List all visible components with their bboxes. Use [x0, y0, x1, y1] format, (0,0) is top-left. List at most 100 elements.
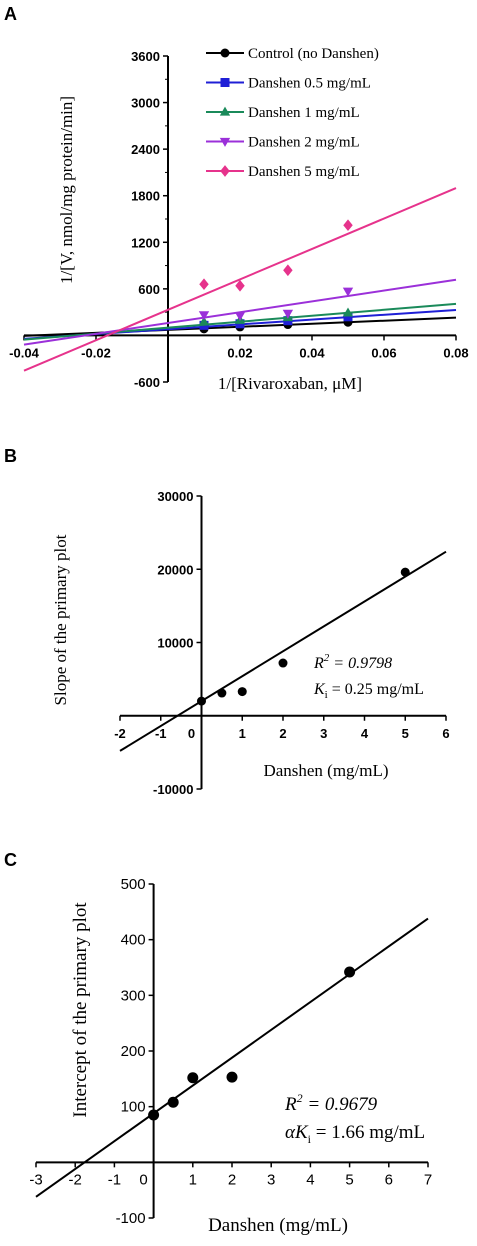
panel-b-chart: Slope of the primary plot Danshen (mg/mL… [51, 489, 450, 797]
panel-a-fit-line-danshen-5-mg-ml [23, 187, 457, 372]
panel-a-point-danshen-1-mg-ml [342, 307, 354, 317]
panel-c-x-tick-label: -1 [108, 1171, 121, 1188]
panel-a-point-danshen-5-mg-ml [199, 278, 209, 291]
panel-b-ki-value: = 0.25 mg/mL [328, 681, 424, 698]
panel-a-x-tick-label: -0.04 [9, 345, 39, 360]
panel-b-r2-value: = 0.9798 [329, 655, 392, 672]
panel-c-x-tick-label: 1 [189, 1171, 197, 1188]
panel-c-ki-value: = 1.66 mg/mL [311, 1122, 425, 1143]
panel-c-y-axis-title: Intercept of the primary plot [70, 902, 91, 1118]
panel-a-legend-marker-danshen-1-mg-ml [219, 106, 231, 116]
panel-a-legend-marker-control-no-danshen [220, 48, 230, 58]
panel-c-x-tick-label: -2 [69, 1171, 82, 1188]
panel-a-legend-label-danshen-5-mg-ml: Danshen 5 mg/mL [248, 164, 360, 180]
panel-b-r2-sup: 2 [324, 652, 330, 664]
panel-c-y-tick-label: 300 [121, 987, 146, 1004]
panel-c-y-tick-label: 200 [121, 1043, 146, 1060]
panel-b-y-tick-label: 30000 [157, 489, 193, 504]
panel-b-data-point [237, 687, 247, 697]
panel-c-data-point [187, 1072, 199, 1084]
panel-c-r2-annotation: R2 = 0.9679 [284, 1091, 378, 1115]
panel-a-y-tick-label: -600 [134, 375, 160, 390]
panel-c-x-tick-label: 7 [424, 1171, 432, 1188]
panel-b-r2-r: R [313, 655, 324, 672]
panel-b-ki-sub: i [325, 689, 328, 701]
panel-letter-a: A [4, 4, 17, 24]
panel-letter-c: C [4, 850, 17, 870]
panel-b-r2-annotation: R2 = 0.9798 [313, 652, 392, 672]
panel-c-x-tick-label: 2 [228, 1171, 236, 1188]
panel-a-legend-label-danshen-1-mg-ml: Danshen 1 mg/mL [248, 105, 360, 121]
panel-c-r2-r: R [284, 1094, 297, 1115]
panel-c-y-tick-label: -100 [116, 1210, 146, 1227]
panel-c-x-tick-label: 4 [306, 1171, 314, 1188]
panel-a-x-axis-title: 1/[Rivaroxaban, μM] [218, 374, 362, 393]
panel-a-legend-marker-danshen-2-mg-ml [219, 137, 231, 147]
panel-a-legend-label-danshen-2-mg-ml: Danshen 2 mg/mL [248, 135, 360, 151]
panel-a-chart: 1/[V, nmol/mg protein/min] 1/[Rivaroxaba… [9, 46, 468, 393]
panel-a-legend-label-control-no-danshen: Control (no Danshen) [248, 46, 379, 62]
panel-a-y-tick-label: 3000 [131, 96, 160, 111]
panel-b-y-tick-label: -10000 [153, 782, 193, 797]
panel-b-x-tick-label: 5 [402, 726, 409, 741]
panel-b-x-tick-label: 4 [361, 726, 369, 741]
panel-b-data-point [400, 567, 410, 577]
panel-b-x-tick-label: -2 [114, 726, 126, 741]
panel-c-y-tick-label: 100 [121, 1099, 146, 1116]
panel-b-y-tick-label: 10000 [157, 636, 193, 651]
panel-c-r2-sup: 2 [297, 1091, 303, 1105]
panel-c-x-tick-label: 0 [139, 1171, 147, 1188]
panel-c-x-tick-label: -3 [29, 1171, 42, 1188]
panel-b-ki-k: K [313, 681, 326, 698]
panel-b-x-tick-label: 0 [188, 726, 195, 741]
panel-b-data-point [278, 658, 288, 668]
panel-a-legend-marker-danshen-0-5-mg-ml [220, 78, 230, 87]
panel-a-point-danshen-2-mg-ml [234, 312, 246, 322]
panel-b-x-tick-label: 2 [279, 726, 286, 741]
panel-b-x-axis-title: Danshen (mg/mL) [263, 761, 388, 780]
panel-b-x-tick-label: 6 [442, 726, 449, 741]
panel-letter-b: B [4, 446, 17, 466]
panel-a-y-tick-label: 1800 [131, 189, 160, 204]
panel-b-y-axis-title: Slope of the primary plot [51, 534, 70, 705]
panel-c-r2-value: = 0.9679 [303, 1094, 378, 1115]
panel-b-y-tick-label: 20000 [157, 562, 193, 577]
panel-c-ki-annotation: αKi = 1.66 mg/mL [285, 1122, 425, 1146]
panel-a-point-danshen-5-mg-ml [235, 279, 245, 292]
panel-c-x-tick-label: 3 [267, 1171, 275, 1188]
panel-a-point-danshen-2-mg-ml [198, 311, 210, 321]
panel-a-x-tick-label: 0.06 [371, 345, 396, 360]
panel-c-data-point [148, 1109, 160, 1121]
panel-a-legend-label-danshen-0-5-mg-ml: Danshen 0.5 mg/mL [248, 76, 371, 92]
panel-b-data-point [217, 688, 227, 698]
panel-c-y-tick-label: 400 [121, 932, 146, 949]
panel-a-x-tick-label: 0.02 [227, 345, 252, 360]
panel-c-data-point [167, 1096, 179, 1108]
panel-c-y-tick-label: 500 [121, 876, 146, 893]
panel-a-y-axis-title: 1/[V, nmol/mg protein/min] [57, 96, 76, 284]
panel-a-point-danshen-2-mg-ml [282, 309, 294, 319]
panel-c-fit-line [35, 917, 429, 1198]
panel-a-y-tick-label: 600 [138, 282, 160, 297]
panel-b-x-tick-label: -1 [155, 726, 167, 741]
panel-c-ki-sub: i [308, 1132, 312, 1146]
panel-b-x-tick-label: 3 [320, 726, 327, 741]
panel-a-point-danshen-2-mg-ml [342, 287, 354, 297]
panel-a-point-danshen-5-mg-ml [343, 219, 353, 232]
panel-a-y-tick-label: 3600 [131, 49, 160, 64]
panel-c-x-axis-title: Danshen (mg/mL) [208, 1215, 348, 1236]
panel-b-fit-line [119, 550, 447, 752]
panel-c-x-tick-label: 6 [385, 1171, 393, 1188]
panel-c-chart: Intercept of the primary plot Danshen (m… [29, 876, 432, 1236]
panel-a-x-tick-label: 0.08 [443, 345, 468, 360]
panel-b-x-tick-label: 1 [239, 726, 246, 741]
panel-c-data-point [344, 966, 356, 978]
panel-a-y-tick-label: 2400 [131, 142, 160, 157]
panel-c-x-tick-label: 5 [345, 1171, 353, 1188]
panel-b-ki-annotation: Ki = 0.25 mg/mL [313, 681, 424, 701]
panel-a-y-tick-label: 1200 [131, 235, 160, 250]
panel-a-point-danshen-5-mg-ml [283, 264, 293, 277]
panel-a-point-danshen-1-mg-ml [198, 316, 210, 326]
panel-c-data-point [226, 1071, 238, 1083]
